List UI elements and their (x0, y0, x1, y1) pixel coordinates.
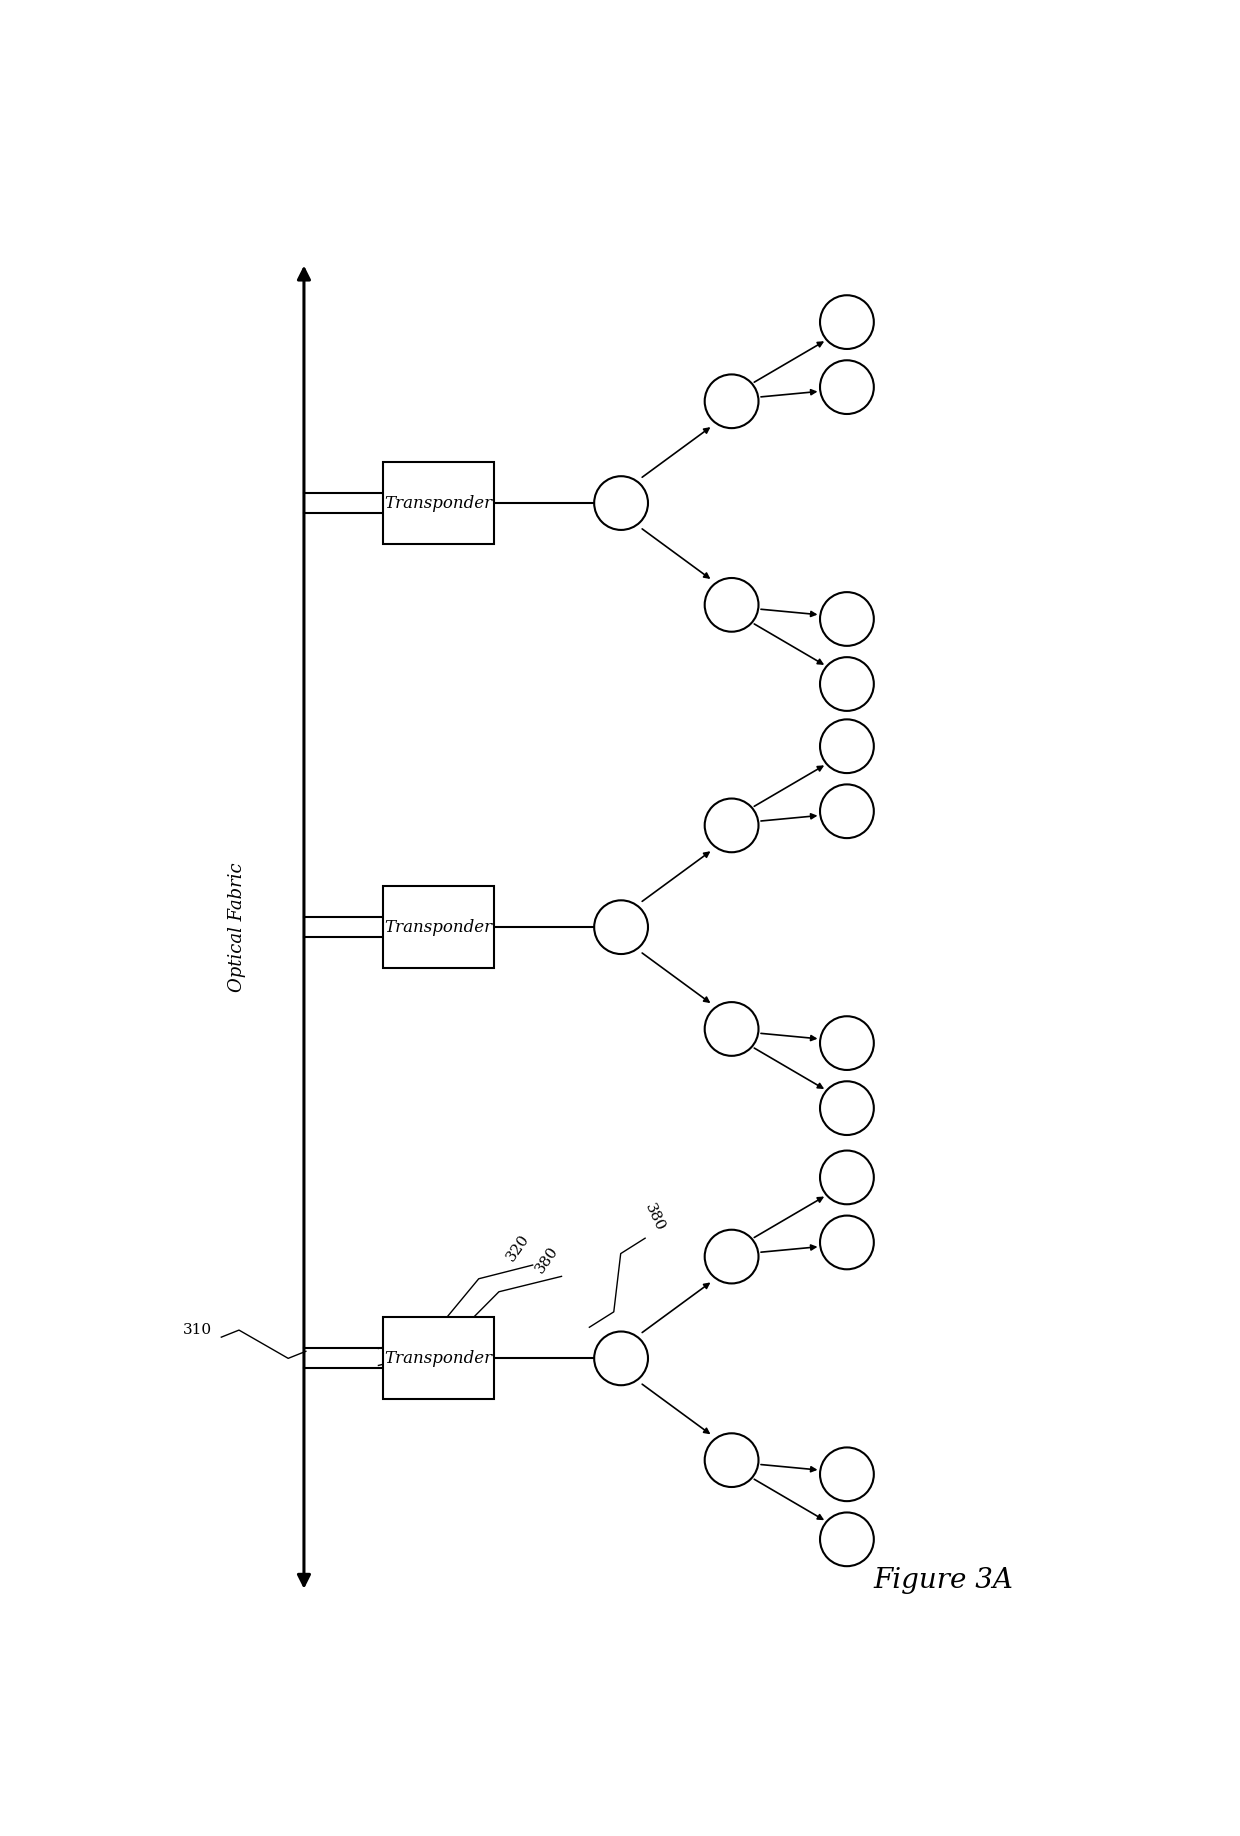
Ellipse shape (820, 1151, 874, 1204)
Ellipse shape (820, 360, 874, 413)
Ellipse shape (820, 1081, 874, 1135)
Text: Figure 3A: Figure 3A (873, 1566, 1013, 1594)
Text: 320: 320 (505, 1232, 532, 1263)
Ellipse shape (820, 657, 874, 711)
FancyBboxPatch shape (383, 1318, 494, 1399)
Ellipse shape (704, 375, 759, 428)
Ellipse shape (820, 296, 874, 349)
Ellipse shape (704, 1434, 759, 1487)
Text: Optical Fabric: Optical Fabric (228, 863, 246, 991)
Text: Transponder: Transponder (384, 918, 492, 936)
Text: Transponder: Transponder (384, 494, 492, 512)
Text: 310: 310 (182, 1324, 212, 1337)
Ellipse shape (820, 1447, 874, 1502)
Ellipse shape (594, 1331, 649, 1384)
Text: Transponder: Transponder (384, 1349, 492, 1366)
FancyBboxPatch shape (383, 463, 494, 543)
Ellipse shape (704, 1002, 759, 1056)
Ellipse shape (820, 784, 874, 837)
FancyBboxPatch shape (383, 887, 494, 968)
Ellipse shape (820, 720, 874, 773)
Ellipse shape (820, 593, 874, 646)
Ellipse shape (704, 799, 759, 852)
Ellipse shape (820, 1215, 874, 1269)
Text: 380: 380 (642, 1201, 667, 1234)
Ellipse shape (820, 1017, 874, 1070)
Ellipse shape (594, 476, 649, 531)
Ellipse shape (820, 1513, 874, 1566)
Text: 380: 380 (533, 1243, 562, 1276)
Ellipse shape (704, 578, 759, 632)
Ellipse shape (704, 1230, 759, 1283)
Ellipse shape (594, 900, 649, 955)
